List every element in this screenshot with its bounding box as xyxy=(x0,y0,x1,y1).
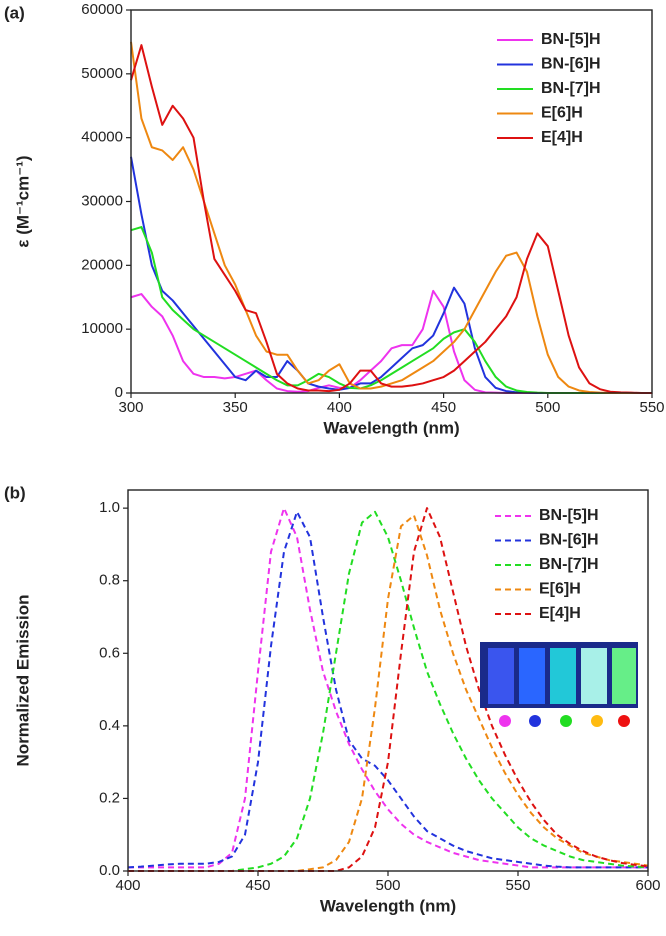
legend-label: BN-[7]H xyxy=(541,80,601,97)
y-axis-title: Normalized Emission xyxy=(13,595,32,767)
legend-label: E[6]H xyxy=(541,105,583,122)
color-dot xyxy=(591,715,603,727)
x-tick-label: 400 xyxy=(115,877,140,894)
vial-photo xyxy=(480,642,638,727)
x-tick-label: 500 xyxy=(535,399,560,416)
vial xyxy=(519,648,545,704)
y-tick-label: 10000 xyxy=(81,320,123,337)
y-tick-label: 0 xyxy=(115,384,123,401)
y-tick-label: 0.6 xyxy=(99,644,120,661)
x-tick-label: 400 xyxy=(327,399,352,416)
panel-label: (a) xyxy=(4,3,25,22)
y-tick-label: 1.0 xyxy=(99,499,120,516)
legend-label: E[4]H xyxy=(539,605,581,622)
y-axis-title: ε (M⁻¹cm⁻¹) xyxy=(13,155,32,247)
y-tick-label: 20000 xyxy=(81,256,123,273)
legend-label: BN-[6]H xyxy=(539,532,599,549)
series-line xyxy=(130,44,652,394)
x-axis-title: Wavelength (nm) xyxy=(320,896,456,915)
vial xyxy=(581,648,607,704)
vial xyxy=(612,648,636,704)
series-line xyxy=(128,514,649,872)
vial xyxy=(550,648,576,704)
x-tick-label: 300 xyxy=(118,399,143,416)
x-tick-label: 600 xyxy=(635,877,660,894)
x-tick-label: 450 xyxy=(431,399,456,416)
y-tick-label: 0.4 xyxy=(99,717,120,734)
series-line xyxy=(130,289,652,394)
y-tick-label: 30000 xyxy=(81,192,123,209)
plot-frame xyxy=(127,489,649,872)
x-tick-label: 350 xyxy=(223,399,248,416)
series-line xyxy=(127,510,648,869)
legend-label: BN-[6]H xyxy=(541,56,601,73)
x-tick-label: 500 xyxy=(375,877,400,894)
legend-label: E[4]H xyxy=(541,129,583,146)
color-dot xyxy=(560,715,572,727)
plot-frame xyxy=(130,9,653,394)
color-dot xyxy=(529,715,541,727)
color-dot xyxy=(499,715,511,727)
x-tick-label: 450 xyxy=(245,877,270,894)
series-line xyxy=(130,156,652,394)
series-line xyxy=(128,510,649,872)
y-tick-label: 0.0 xyxy=(99,862,120,879)
series-line xyxy=(128,507,649,872)
y-tick-label: 0.8 xyxy=(99,572,120,589)
vial xyxy=(488,648,514,704)
legend-label: BN-[7]H xyxy=(539,556,599,573)
x-tick-label: 550 xyxy=(639,399,664,416)
legend-label: E[6]H xyxy=(539,581,581,598)
x-tick-label: 550 xyxy=(505,877,530,894)
y-tick-label: 50000 xyxy=(81,65,123,82)
legend-label: BN-[5]H xyxy=(539,507,599,524)
legend-label: BN-[5]H xyxy=(541,31,601,48)
panel-label: (b) xyxy=(4,483,26,502)
x-axis-title: Wavelength (nm) xyxy=(323,418,459,437)
y-tick-label: 40000 xyxy=(81,129,123,146)
y-tick-label: 0.2 xyxy=(99,789,120,806)
series-line xyxy=(130,41,652,394)
y-tick-label: 60000 xyxy=(81,1,123,18)
color-dot xyxy=(618,715,630,727)
